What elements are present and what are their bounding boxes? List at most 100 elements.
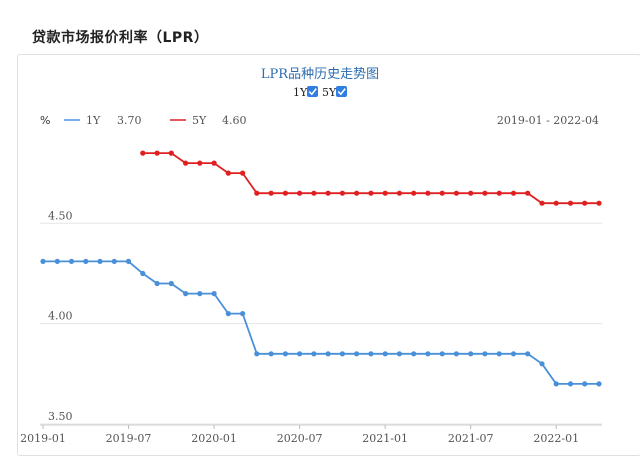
point-5y xyxy=(254,190,260,196)
x-tick-label: 2021-07 xyxy=(448,432,494,445)
point-5y xyxy=(411,190,417,196)
y-unit-label: % xyxy=(40,114,50,127)
point-5y xyxy=(453,190,459,196)
point-5y xyxy=(553,200,559,206)
toggle-1y-checkbox[interactable] xyxy=(307,86,318,97)
toggle-1y-label: 1Y xyxy=(293,86,308,99)
point-5y xyxy=(539,200,545,206)
point-1y xyxy=(525,351,531,357)
series-layer xyxy=(40,150,602,387)
point-5y xyxy=(354,190,360,196)
point-1y xyxy=(468,351,474,357)
point-5y xyxy=(197,160,203,166)
point-1y xyxy=(40,258,46,264)
point-5y xyxy=(311,190,317,196)
point-5y xyxy=(468,190,474,196)
point-5y xyxy=(368,190,374,196)
point-1y xyxy=(225,311,231,317)
legend-5y: 5Y 4.60 xyxy=(170,114,247,127)
point-1y xyxy=(97,258,103,264)
point-1y xyxy=(183,291,189,297)
point-1y xyxy=(297,351,303,357)
point-1y xyxy=(83,258,89,264)
point-5y xyxy=(282,190,288,196)
point-1y xyxy=(282,351,288,357)
point-1y xyxy=(411,351,417,357)
point-5y xyxy=(596,200,602,206)
point-1y xyxy=(68,258,75,264)
x-tick-label: 2019-07 xyxy=(106,432,152,445)
point-5y xyxy=(154,150,160,156)
point-1y xyxy=(425,351,431,357)
point-5y xyxy=(140,150,146,156)
date-range-label: 2019-01 - 2022-04 xyxy=(497,114,599,127)
point-5y xyxy=(168,150,174,156)
y-tick-label: 3.50 xyxy=(48,410,73,423)
point-5y xyxy=(482,190,488,196)
point-5y xyxy=(582,200,588,206)
point-1y xyxy=(254,351,260,357)
toggle-5y-checkbox[interactable] xyxy=(336,86,347,97)
point-5y xyxy=(525,190,531,196)
x-tick-label: 2020-07 xyxy=(277,432,323,445)
point-5y xyxy=(425,190,431,196)
point-1y xyxy=(482,351,488,357)
axis-layer: 3.50 4.00 4.50 2019-01 2019-07 2020-01 2020-07… xyxy=(20,209,602,445)
legend-1y: 1Y 3.70 xyxy=(64,114,142,127)
point-5y xyxy=(439,190,445,196)
legend-1y-name: 1Y xyxy=(86,114,101,127)
point-5y xyxy=(567,200,574,206)
point-5y xyxy=(325,190,331,196)
point-1y xyxy=(596,381,602,387)
point-5y xyxy=(240,170,246,176)
point-1y xyxy=(140,270,146,277)
grid-layer xyxy=(40,222,602,425)
point-1y xyxy=(496,351,502,357)
series-toggles: 1Y 5Y xyxy=(293,86,347,99)
point-1y xyxy=(396,351,402,357)
point-1y xyxy=(382,351,388,357)
y-tick-label: 4.00 xyxy=(48,310,73,323)
point-1y xyxy=(240,311,246,317)
point-1y xyxy=(567,381,574,387)
point-1y xyxy=(54,258,60,264)
point-1y xyxy=(439,351,445,357)
point-1y xyxy=(211,291,217,297)
x-tick-label: 2021-01 xyxy=(362,432,408,445)
point-5y xyxy=(396,190,402,196)
point-1y xyxy=(354,351,360,357)
legend-1y-value: 3.70 xyxy=(117,114,142,127)
point-1y xyxy=(368,351,374,357)
page-title: 贷款市场报价利率（LPR） xyxy=(32,30,209,46)
point-5y xyxy=(183,160,189,166)
point-5y xyxy=(382,190,388,196)
point-1y xyxy=(168,280,174,287)
point-1y xyxy=(125,258,132,264)
point-5y xyxy=(339,190,345,196)
legend-5y-value: 4.60 xyxy=(222,114,247,127)
point-1y xyxy=(539,361,545,367)
point-1y xyxy=(582,381,588,387)
legend-5y-name: 5Y xyxy=(192,114,207,127)
chart-title: LPR品种历史走势图 xyxy=(261,66,379,82)
point-5y xyxy=(496,190,502,196)
point-5y xyxy=(510,190,517,196)
point-5y xyxy=(268,190,274,196)
point-1y xyxy=(268,351,274,357)
point-1y xyxy=(453,351,459,357)
x-tick-label: 2022-01 xyxy=(533,432,579,445)
point-1y xyxy=(553,381,559,387)
toggle-5y-label: 5Y xyxy=(322,86,337,99)
point-1y xyxy=(510,351,517,357)
series-line-1y xyxy=(43,260,599,385)
point-1y xyxy=(339,351,345,357)
point-1y xyxy=(197,291,203,297)
x-tick-label: 2019-01 xyxy=(20,432,66,445)
point-1y xyxy=(154,280,160,287)
point-5y xyxy=(211,160,217,166)
point-1y xyxy=(111,258,117,264)
x-tick-label: 2020-01 xyxy=(191,432,237,445)
point-5y xyxy=(297,190,303,196)
point-1y xyxy=(325,351,331,357)
